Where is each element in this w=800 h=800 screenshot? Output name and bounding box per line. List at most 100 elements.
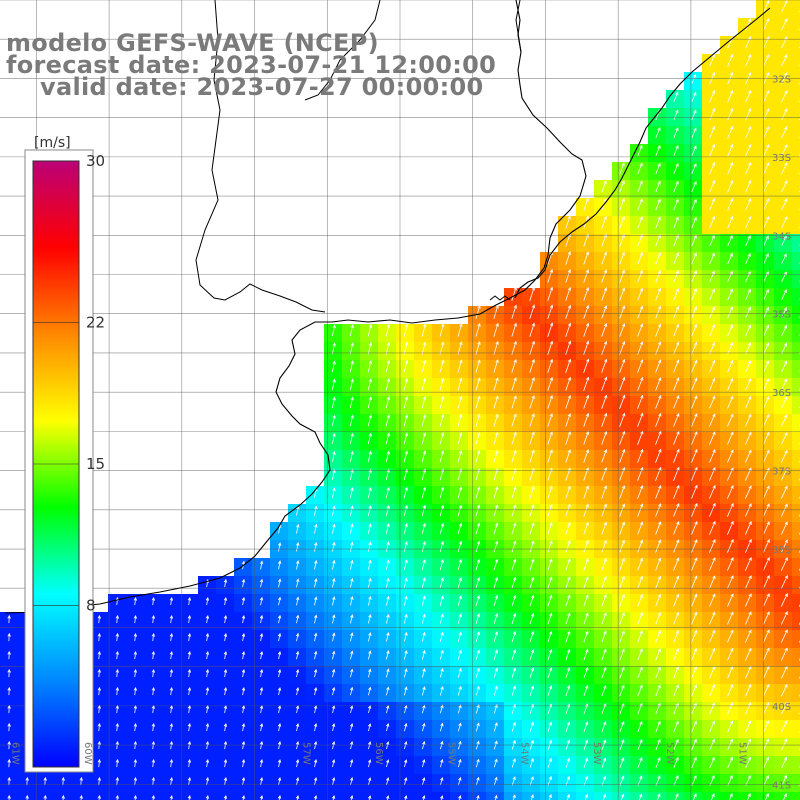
wind-arrow <box>637 252 643 265</box>
wind-arrow <box>548 794 552 800</box>
wind-arrow-head <box>784 539 788 544</box>
wind-arrow-head <box>223 758 228 763</box>
wind-arrow-head <box>675 666 679 671</box>
wind-arrow-head <box>241 794 246 799</box>
wind-arrow <box>763 216 770 229</box>
wind-arrow-head <box>404 631 408 636</box>
wind-arrow-head <box>241 668 246 673</box>
wind-arrow <box>278 524 281 534</box>
wind-arrow <box>637 648 643 661</box>
wind-arrow <box>511 377 517 391</box>
wind-arrow-head <box>639 793 643 798</box>
wind-arrow-head <box>133 776 138 781</box>
wind-arrow-head <box>404 450 409 455</box>
wind-arrow <box>242 597 245 606</box>
wind-arrow <box>493 577 498 589</box>
wind-arrow-head <box>513 340 517 345</box>
wind-arrow <box>386 705 389 714</box>
wind-arrow <box>134 795 137 800</box>
wind-arrow <box>565 377 571 391</box>
wind-cell <box>522 792 541 800</box>
wind-arrow-head <box>422 359 427 364</box>
wind-arrow <box>763 684 770 697</box>
wind-arrow <box>332 777 335 786</box>
wind-arrow-head <box>566 793 570 798</box>
wind-arrow <box>763 666 770 679</box>
wind-arrow <box>439 432 444 445</box>
wind-arrow-head <box>512 721 516 726</box>
wind-arrow-head <box>314 614 318 619</box>
wind-arrow-head <box>658 448 662 453</box>
wind-arrow <box>242 669 245 678</box>
wind-arrow-head <box>458 577 463 581</box>
wind-arrow-head <box>603 322 608 327</box>
wind-arrow <box>709 126 715 139</box>
wind-arrow <box>709 702 715 715</box>
wind-arrow <box>349 433 354 445</box>
wind-arrow-head <box>277 687 282 691</box>
wind-arrow-head <box>7 650 11 655</box>
wind-arrow <box>403 578 408 588</box>
wind-arrow-head <box>495 340 499 345</box>
wind-arrow-head <box>693 738 697 743</box>
wind-arrow <box>152 615 155 624</box>
wind-arrow <box>493 523 498 535</box>
wind-arrow-head <box>730 538 734 543</box>
wind-arrow <box>745 432 752 445</box>
wind-arrow <box>386 777 389 786</box>
wind-cell <box>774 792 793 800</box>
wind-arrow <box>637 503 643 517</box>
wind-arrow-head <box>531 576 535 581</box>
wind-arrow-head <box>151 596 156 601</box>
wind-arrow <box>224 597 227 606</box>
wind-arrow <box>314 777 317 786</box>
wind-arrow-head <box>386 341 391 346</box>
wind-arrow-head <box>658 484 662 489</box>
wind-arrow-head <box>458 685 462 690</box>
wind-arrow-head <box>205 776 210 781</box>
wind-arrow-head <box>621 323 626 328</box>
wind-arrow-head <box>458 722 462 727</box>
wind-arrow-head <box>169 614 174 619</box>
wind-arrow-head <box>386 396 391 401</box>
wind-arrow-head <box>385 759 390 763</box>
wind-arrow <box>619 467 625 481</box>
wind-arrow <box>278 561 281 570</box>
wind-arrow-head <box>512 576 517 581</box>
forecast-date: forecast date: 2023-07-21 12:00:00 <box>6 51 497 79</box>
wind-arrow <box>421 432 426 445</box>
wind-arrow-head <box>332 378 336 383</box>
wind-arrow-head <box>368 577 372 582</box>
wind-arrow <box>601 359 607 373</box>
wind-arrow-head <box>621 162 625 167</box>
wind-arrow-head <box>350 577 354 582</box>
wind-arrow <box>367 578 371 588</box>
wind-arrow <box>242 579 245 588</box>
wind-arrow-head <box>729 234 733 239</box>
wind-arrow <box>332 651 335 660</box>
wind-arrow <box>116 705 118 714</box>
wind-arrow <box>763 739 769 751</box>
wind-arrow <box>637 377 643 391</box>
wind-arrow-head <box>459 341 463 346</box>
wind-arrow-head <box>657 775 661 779</box>
wind-arrow-head <box>585 630 589 635</box>
wind-arrow <box>781 54 788 67</box>
wind-arrow <box>385 415 390 427</box>
wind-arrow <box>673 235 679 247</box>
wind-arrow <box>116 669 118 678</box>
wind-arrow-head <box>711 288 715 293</box>
wind-arrow-head <box>730 647 734 652</box>
wind-cell <box>540 792 559 800</box>
wind-cell <box>792 468 800 487</box>
wind-cell <box>792 792 800 800</box>
wind-arrow <box>637 306 643 319</box>
wind-arrow <box>565 359 571 373</box>
wind-arrow <box>457 487 462 499</box>
wind-arrow-head <box>368 450 372 455</box>
wind-arrow <box>386 650 389 660</box>
wind-arrow <box>637 558 643 571</box>
wind-arrow <box>260 759 263 768</box>
wind-arrow-head <box>404 468 408 473</box>
wind-arrow-head <box>404 722 408 727</box>
